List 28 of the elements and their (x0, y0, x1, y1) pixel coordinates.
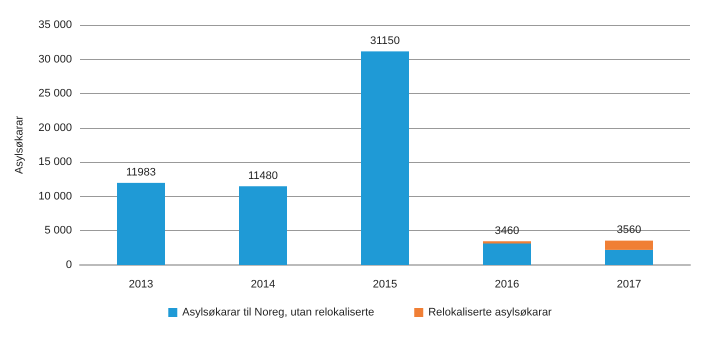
x-tick-label: 2017 (616, 278, 642, 290)
bar (483, 244, 531, 265)
bar (117, 182, 165, 265)
y-tick-label: 10 000 (38, 190, 72, 202)
bar (361, 51, 409, 265)
x-tick-label: 2013 (128, 278, 154, 290)
y-tick-label: 30 000 (38, 53, 72, 66)
x-tick-label: 2014 (250, 278, 276, 290)
bar (605, 240, 653, 250)
total-label: 11983 (126, 166, 156, 178)
total-label: 31150 (370, 34, 400, 47)
y-tick-label: 35 000 (38, 19, 72, 31)
total-label: 11480 (248, 170, 278, 182)
y-tick-label: 20 000 (38, 122, 72, 134)
bar (483, 241, 531, 244)
y-axis-title: Asylsøkarar (14, 116, 26, 174)
y-tick-label: 5 000 (44, 224, 72, 237)
x-tick-label: 2016 (494, 278, 520, 290)
legend-label: Relokaliserte asylsøkarar (428, 306, 552, 318)
y-tick-label: 15 000 (38, 156, 72, 168)
y-tick-label: 25 000 (38, 88, 72, 100)
x-tick-label: 2015 (372, 278, 398, 290)
y-tick-label: 0 (66, 259, 72, 271)
legend-label: Asylsøkarar til Noreg, utan relokaliserte (182, 306, 374, 318)
total-label: 3460 (494, 224, 520, 237)
bar (605, 250, 653, 265)
total-label: 3560 (616, 224, 642, 236)
bar (239, 186, 287, 265)
